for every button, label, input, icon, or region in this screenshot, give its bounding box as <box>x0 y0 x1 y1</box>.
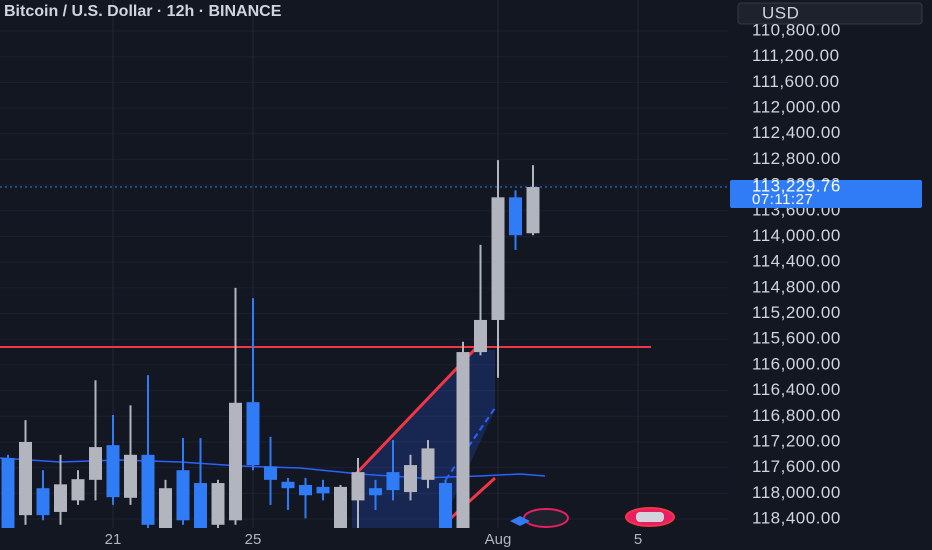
candle-body <box>159 488 172 528</box>
candle-body <box>54 484 67 512</box>
candle-body <box>264 466 277 480</box>
candle-body <box>526 187 540 234</box>
candle-body <box>491 197 505 320</box>
candle-body <box>316 486 330 494</box>
x-tick-label: 25 <box>245 531 262 548</box>
candles <box>0 160 728 528</box>
candle-body <box>299 484 312 496</box>
grid <box>0 0 728 528</box>
x-tick-label: 21 <box>105 531 122 548</box>
candle-body <box>474 319 487 353</box>
candle-body <box>176 470 190 521</box>
x-tick-label: Aug <box>485 531 512 548</box>
y-tick-label: 112,000.00 <box>752 98 841 117</box>
y-tick-label: 117,600.00 <box>752 457 841 476</box>
y-tick-label: 115,600.00 <box>752 329 841 348</box>
price-tag-label: 113,229.76 <box>752 177 841 196</box>
y-tick-label: 116,000.00 <box>752 354 841 373</box>
y-tick-label: 117,200.00 <box>752 431 841 450</box>
candle-body <box>229 402 242 521</box>
time-axis <box>0 528 728 550</box>
y-tick-label: 111,200.00 <box>752 46 840 65</box>
candle-body <box>106 445 120 498</box>
candle-body <box>334 486 347 528</box>
y-tick-label: 116,800.00 <box>752 406 841 425</box>
y-tick-label: 116,400.00 <box>752 380 841 399</box>
y-tick-label: 118,000.00 <box>752 483 841 502</box>
candle-body <box>89 447 102 480</box>
candle-body <box>281 481 295 489</box>
y-tick-label: 112,400.00 <box>752 123 841 142</box>
candle-body <box>19 441 32 516</box>
currency: USD <box>762 3 799 22</box>
candle-body <box>1 458 15 528</box>
trend-line <box>439 407 496 489</box>
candle-body <box>351 472 365 501</box>
candle-body <box>386 472 400 491</box>
y-tick-label: 115,200.00 <box>752 303 841 322</box>
y-tick-label: 110,800.00 <box>752 20 841 39</box>
chart-title: Bitcoin / U.S. Dollar · 12h · BINANCE <box>4 3 282 20</box>
candle-body <box>124 454 137 498</box>
candle-body <box>421 448 435 480</box>
event-icon <box>510 516 530 526</box>
price-axis <box>728 0 932 550</box>
candle-body <box>141 454 155 525</box>
candle-body <box>404 465 417 493</box>
event-icon <box>636 512 664 522</box>
candle-body <box>211 483 225 525</box>
price-tag <box>730 180 922 209</box>
candle-body <box>439 483 452 528</box>
candle-body <box>36 488 50 516</box>
candle-body <box>456 352 470 528</box>
y-tick-label: 118,400.00 <box>752 508 841 527</box>
candle-body <box>246 402 260 466</box>
candle-body <box>509 197 522 236</box>
candle-body <box>194 483 207 528</box>
candle-body <box>369 488 382 496</box>
countdown: 07:11:27 <box>752 191 813 208</box>
y-tick-label: 111,600.00 <box>752 72 840 91</box>
y-tick-label: 114,800.00 <box>752 277 841 296</box>
y-tick-label: 114,400.00 <box>752 252 841 271</box>
currency-box <box>737 2 923 25</box>
candle-body <box>71 479 85 501</box>
event-icon <box>523 508 569 528</box>
axis-labels: 110,800.00 111,200.00 111,600.00 112,000.00… <box>105 20 922 548</box>
y-tick-label: 112,800.00 <box>752 149 841 168</box>
x-tick-label: 5 <box>634 531 642 548</box>
y-tick-label: 114,000.00 <box>752 226 841 245</box>
